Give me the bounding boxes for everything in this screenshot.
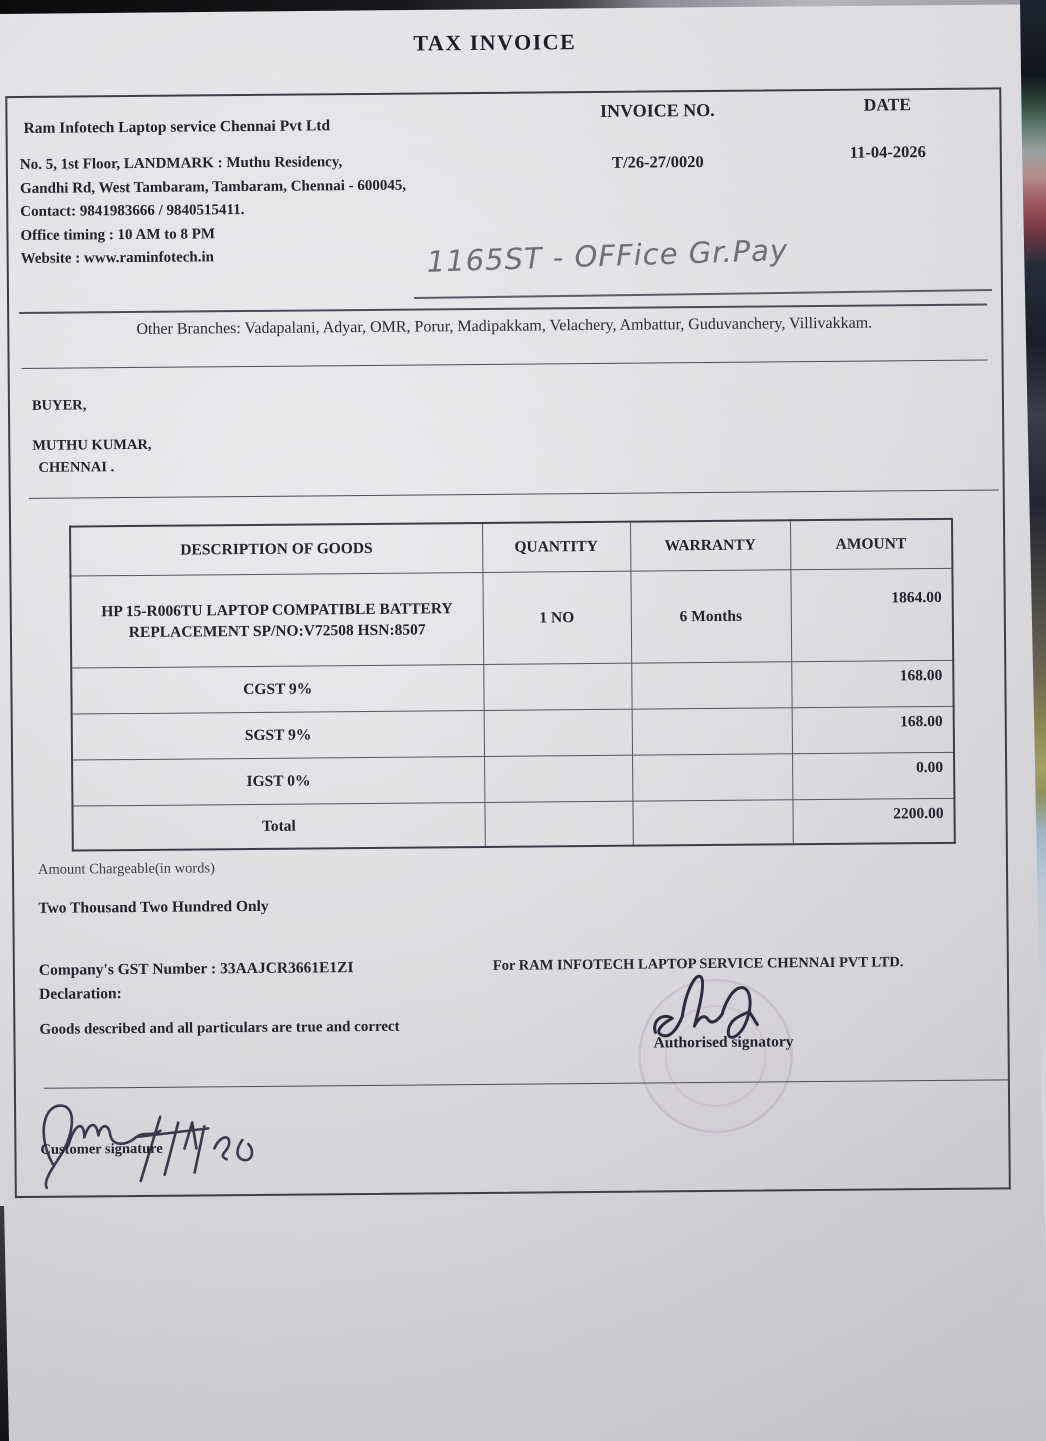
invoice-border-box: Ram Infotech Laptop service Chennai Pvt … xyxy=(5,87,1011,1199)
seller-address-line: Office timing : 10 AM to 8 PM xyxy=(20,225,216,244)
tax-amount: 168.00 xyxy=(791,660,954,708)
handwritten-payment-note: 1165ST - OFFice Gr.Pay xyxy=(426,232,789,279)
item-warranty: 6 Months xyxy=(630,569,792,664)
amount-in-words-label: Amount Chargeable(in words) xyxy=(37,860,215,878)
item-description: HP 15-R006TU LAPTOP COMPATIBLE BATTERY R… xyxy=(70,572,484,669)
table-row: CGST 9% 168.00 xyxy=(71,660,954,715)
other-branches-line: Other Branches: Vadapalani, Adyar, OMR, … xyxy=(136,314,873,338)
invoice-number-value: T/26-27/0020 xyxy=(611,152,704,172)
buyer-label: BUYER, xyxy=(31,397,87,414)
seller-address: No. 5, 1st Floor, LANDMARK : Muthu Resid… xyxy=(20,151,407,272)
table-total-row: Total 2200.00 xyxy=(72,798,955,851)
divider-line xyxy=(43,1079,1010,1089)
declaration-label: Declaration: xyxy=(39,985,122,1003)
empty-cell xyxy=(632,753,793,802)
table-header-row: DESCRIPTION OF GOODS QUANTITY WARRANTY A… xyxy=(70,518,953,577)
item-quantity: 1 NO xyxy=(482,571,632,665)
item-amount: 1864.00 xyxy=(790,568,954,662)
company-stamp xyxy=(638,978,793,1134)
seller-address-line: Website : www.raminfotech.in xyxy=(20,249,215,267)
empty-cell xyxy=(483,709,633,757)
handwritten-note-underline xyxy=(414,288,992,300)
goods-table: DESCRIPTION OF GOODS QUANTITY WARRANTY A… xyxy=(69,517,956,852)
seller-address-line: Gandhi Rd, West Tambaram, Tambaram, Chen… xyxy=(19,177,407,197)
authorised-signature-scribble xyxy=(653,974,759,1039)
buyer-name: MUTHU KUMAR, xyxy=(32,436,152,454)
buyer-city: CHENNAI . xyxy=(38,459,115,476)
empty-cell xyxy=(631,661,792,710)
total-label: Total xyxy=(72,802,485,851)
photo-edge-bottom-left xyxy=(0,1206,9,1441)
divider-line xyxy=(21,359,988,369)
empty-cell xyxy=(483,663,632,711)
col-header-amount: AMOUNT xyxy=(789,518,953,570)
invoice-number-label: INVOICE NO. xyxy=(599,99,715,121)
seller-address-line: Contact: 9841983666 / 9840515411. xyxy=(20,202,245,220)
divider-line xyxy=(19,303,988,314)
tax-label: CGST 9% xyxy=(71,664,484,715)
tax-amount: 168.00 xyxy=(791,706,955,754)
declaration-text: Goods described and all particulars are … xyxy=(39,1018,400,1038)
empty-cell xyxy=(632,799,793,846)
empty-cell xyxy=(631,707,793,756)
total-amount: 2200.00 xyxy=(792,798,955,844)
authorised-signatory-label: Authorised signatory xyxy=(653,1033,794,1052)
invoice-date-label: DATE xyxy=(863,94,912,115)
seller-name: Ram Infotech Laptop service Chennai Pvt … xyxy=(23,117,331,137)
amount-in-words-value: Two Thousand Two Hundred Only xyxy=(38,897,269,917)
seller-address-line: No. 5, 1st Floor, LANDMARK : Muthu Resid… xyxy=(19,154,343,173)
col-header-description: DESCRIPTION OF GOODS xyxy=(70,522,483,577)
empty-cell xyxy=(484,801,633,847)
tax-label: IGST 0% xyxy=(72,756,485,807)
tax-label: SGST 9% xyxy=(71,710,485,761)
table-row: SGST 9% 168.00 xyxy=(71,706,955,761)
invoice-date-value: 11-04-2026 xyxy=(849,142,926,162)
col-header-warranty: WARRANTY xyxy=(629,520,791,572)
customer-signature-label: Customer signature xyxy=(40,1140,163,1158)
divider-line xyxy=(28,489,999,499)
tax-amount: 0.00 xyxy=(792,752,955,800)
empty-cell xyxy=(484,755,633,803)
customer-signature-scribble xyxy=(42,1104,254,1190)
col-header-quantity: QUANTITY xyxy=(481,521,631,573)
table-row: HP 15-R006TU LAPTOP COMPATIBLE BATTERY R… xyxy=(70,568,954,669)
page-title: TAX INVOICE xyxy=(413,29,577,56)
table-row: IGST 0% 0.00 xyxy=(72,752,955,807)
company-gst-number: Company's GST Number : 33AAJCR3661E1ZI xyxy=(38,959,354,979)
